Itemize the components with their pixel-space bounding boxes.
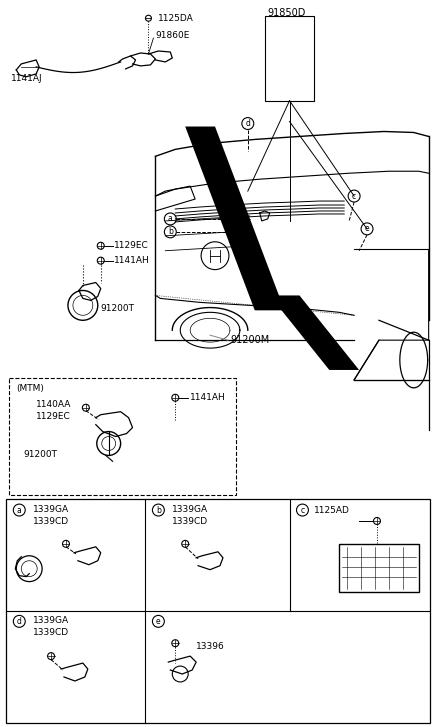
Bar bbox=[265, 16, 314, 100]
Text: b: b bbox=[156, 505, 161, 515]
Text: 1339GA: 1339GA bbox=[172, 505, 208, 514]
Text: 91200M: 91200M bbox=[230, 335, 269, 345]
Circle shape bbox=[97, 242, 104, 249]
Text: 1140AA: 1140AA bbox=[36, 400, 72, 409]
Text: d: d bbox=[17, 616, 22, 626]
Text: 1125AD: 1125AD bbox=[314, 505, 350, 515]
Text: 1339CD: 1339CD bbox=[33, 517, 69, 526]
Text: 1129EC: 1129EC bbox=[114, 241, 148, 250]
Text: c: c bbox=[300, 505, 304, 515]
Circle shape bbox=[62, 540, 69, 547]
Text: c: c bbox=[352, 192, 356, 201]
Text: 1125DA: 1125DA bbox=[158, 14, 194, 23]
Circle shape bbox=[172, 394, 179, 401]
Polygon shape bbox=[185, 126, 285, 310]
Circle shape bbox=[82, 404, 89, 411]
Text: 91850D: 91850D bbox=[268, 8, 306, 18]
Circle shape bbox=[97, 257, 104, 264]
Text: 91200T: 91200T bbox=[23, 450, 57, 459]
Text: 1141AH: 1141AH bbox=[190, 393, 226, 402]
Text: 1339GA: 1339GA bbox=[33, 616, 69, 625]
Circle shape bbox=[172, 640, 179, 647]
Text: e: e bbox=[365, 225, 369, 233]
Bar bbox=[9, 378, 236, 495]
Polygon shape bbox=[270, 295, 359, 370]
Circle shape bbox=[48, 653, 54, 659]
Text: 1339CD: 1339CD bbox=[172, 517, 208, 526]
Text: (MTM): (MTM) bbox=[16, 384, 44, 393]
Circle shape bbox=[146, 15, 151, 21]
Text: 1339GA: 1339GA bbox=[33, 505, 69, 514]
Text: d: d bbox=[245, 119, 250, 128]
Circle shape bbox=[182, 540, 189, 547]
Text: e: e bbox=[156, 616, 161, 626]
Text: 91860E: 91860E bbox=[155, 31, 190, 39]
Text: b: b bbox=[168, 228, 173, 236]
Text: a: a bbox=[17, 505, 22, 515]
Text: 13396: 13396 bbox=[196, 642, 225, 651]
Text: 1141AH: 1141AH bbox=[114, 256, 150, 265]
Bar bbox=[339, 544, 419, 592]
Text: 91200T: 91200T bbox=[101, 304, 135, 313]
Circle shape bbox=[374, 518, 381, 524]
Text: 1129EC: 1129EC bbox=[36, 411, 71, 421]
Bar bbox=[7, 499, 429, 723]
Text: 1339CD: 1339CD bbox=[33, 628, 69, 638]
Text: a: a bbox=[168, 214, 173, 223]
Text: 1141AJ: 1141AJ bbox=[11, 74, 43, 83]
